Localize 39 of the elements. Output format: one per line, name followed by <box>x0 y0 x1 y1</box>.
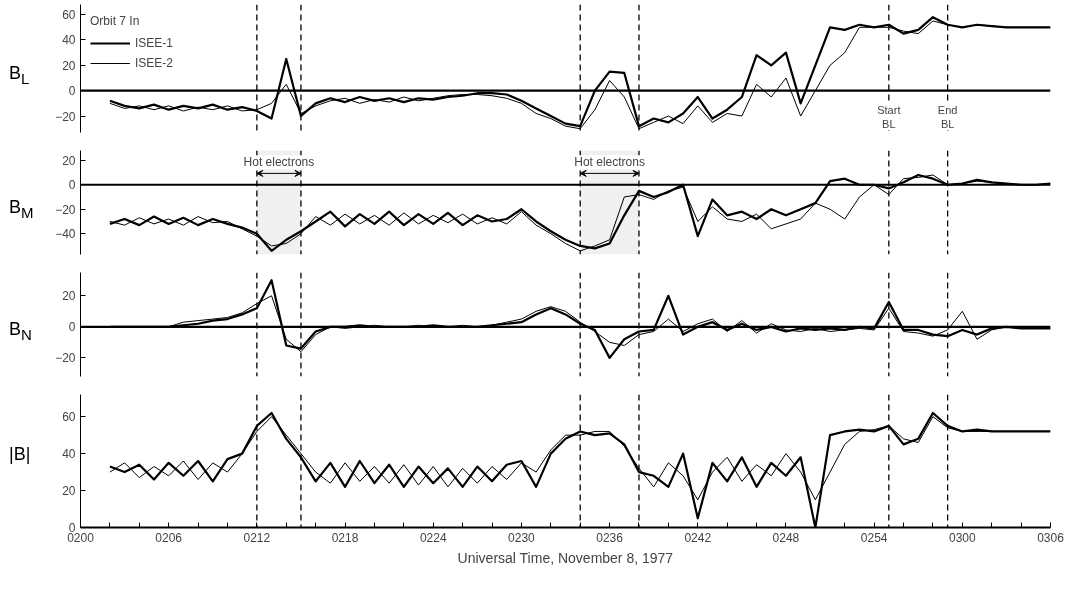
x-tick-label: 0212 <box>243 530 271 545</box>
ref-line-label: End BL <box>937 103 958 130</box>
legend-label: ISEE-2 <box>135 56 174 70</box>
y-axis-title: |B| <box>9 443 31 466</box>
y-axis-title: B$_{L}$ <box>9 62 30 89</box>
y-tick-label: 40 <box>62 447 76 462</box>
x-tick-label: 0300 <box>948 530 976 545</box>
y-tick-label: 60 <box>62 8 76 23</box>
x-tick-label: 0206 <box>155 530 183 545</box>
x-tick-label: 0242 <box>684 530 712 545</box>
y-tick-label: 20 <box>62 289 76 304</box>
y-tick-label: −20 <box>55 109 76 124</box>
x-tick-label: 0254 <box>860 530 888 545</box>
y-tick-label: 40 <box>62 33 76 48</box>
y-tick-label: 0 <box>68 320 76 335</box>
y-tick-label: 0 <box>68 84 76 99</box>
x-tick-label: 0230 <box>508 530 536 545</box>
x-tick-label: 0248 <box>772 530 800 545</box>
ref-line-label: Start BL <box>877 103 901 130</box>
band-label: Hot electrons <box>574 155 645 170</box>
band-label: Hot electrons <box>243 155 315 170</box>
x-tick-label: 0236 <box>596 530 624 545</box>
legend-title: Orbit 7 In <box>90 14 141 28</box>
y-tick-label: 20 <box>62 153 76 168</box>
x-tick-label: 0224 <box>419 530 447 545</box>
y-tick-label: 0 <box>68 178 76 193</box>
x-tick-label: 0218 <box>331 530 359 545</box>
y-tick-label: 0 <box>68 521 76 535</box>
y-tick-label: −20 <box>55 202 76 217</box>
y-tick-label: 20 <box>62 58 76 73</box>
y-axis-title: B$_{N}$ <box>9 318 32 345</box>
y-tick-label: 60 <box>62 410 76 425</box>
y-axis-title: B$_{M}$ <box>9 196 34 223</box>
x-tick-label: 0306 <box>1037 530 1065 545</box>
y-tick-label: 20 <box>62 484 76 499</box>
y-tick-label: −40 <box>55 227 76 242</box>
legend-label: ISEE-1 <box>135 36 174 50</box>
y-tick-label: −20 <box>55 351 76 366</box>
x-axis-title: Universal Time, November 8, 1977 <box>457 549 674 566</box>
